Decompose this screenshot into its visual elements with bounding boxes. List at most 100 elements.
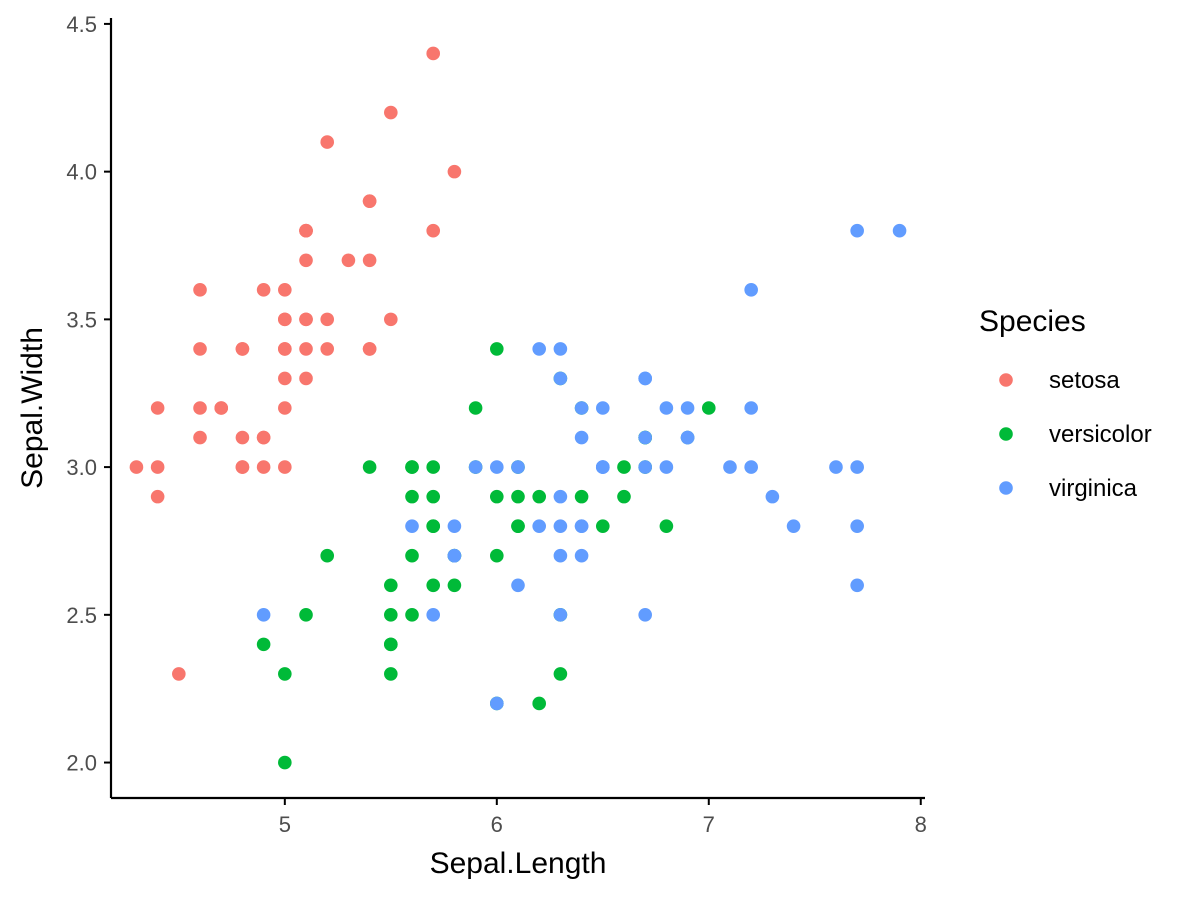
point-versicolor [384, 637, 398, 652]
point-setosa [172, 667, 186, 681]
point-virginica [490, 696, 504, 711]
point-setosa [299, 312, 313, 327]
point-versicolor [553, 667, 568, 681]
point-versicolor [617, 489, 631, 504]
point-versicolor [595, 519, 610, 533]
point-setosa [193, 430, 207, 445]
point-setosa [235, 430, 250, 445]
point-versicolor [490, 342, 504, 356]
point-setosa [299, 223, 313, 238]
x-tick-label: 8 [915, 812, 927, 837]
y-tick-label: 4.0 [66, 160, 97, 185]
point-setosa [362, 194, 377, 208]
point-versicolor [617, 460, 631, 474]
legend-items: setosa versicolor virginica [999, 367, 1152, 502]
point-versicolor [426, 460, 441, 474]
point-virginica [553, 371, 568, 386]
point-setosa [256, 430, 271, 445]
point-virginica [574, 548, 589, 563]
point-setosa [150, 489, 165, 504]
point-versicolor [574, 489, 589, 504]
point-virginica [638, 460, 652, 474]
point-virginica [892, 223, 907, 238]
point-virginica [468, 460, 483, 474]
point-virginica [744, 283, 758, 297]
point-virginica [553, 608, 568, 622]
point-versicolor [405, 460, 419, 474]
point-setosa [299, 253, 313, 268]
point-virginica [638, 371, 652, 386]
legend: Species setosa versicolor virginica [979, 305, 1152, 502]
point-versicolor [532, 696, 546, 711]
point-versicolor [384, 608, 398, 622]
point-setosa [150, 460, 165, 474]
point-virginica [405, 519, 419, 533]
point-setosa [362, 253, 377, 268]
point-versicolor [468, 401, 483, 415]
point-setosa [235, 460, 250, 474]
legend-label-virginica: virginica [1049, 475, 1138, 502]
point-virginica [850, 223, 864, 238]
point-setosa [278, 342, 292, 356]
point-virginica [850, 460, 864, 474]
point-virginica [426, 608, 441, 622]
point-setosa [426, 223, 441, 238]
point-versicolor [426, 519, 441, 533]
point-setosa [320, 342, 335, 356]
point-virginica [723, 460, 737, 474]
point-versicolor [278, 667, 292, 681]
point-virginica [553, 548, 568, 563]
legend-key-virginica [999, 481, 1013, 495]
point-virginica [256, 608, 271, 622]
point-versicolor [511, 489, 525, 504]
point-versicolor [320, 548, 335, 563]
point-virginica [744, 460, 758, 474]
point-setosa [362, 342, 377, 356]
point-versicolor [447, 578, 462, 593]
point-setosa [426, 46, 441, 61]
point-versicolor [256, 637, 271, 652]
point-versicolor [511, 519, 525, 533]
point-virginica [447, 519, 462, 533]
point-versicolor [299, 608, 313, 622]
point-setosa [193, 342, 207, 356]
point-setosa [384, 312, 398, 327]
x-axis-title: Sepal.Length [430, 847, 607, 880]
point-versicolor [405, 489, 419, 504]
point-virginica [595, 401, 610, 415]
point-virginica [850, 519, 864, 533]
point-versicolor [405, 608, 419, 622]
points-layer [129, 46, 907, 770]
y-tick-label: 4.5 [66, 12, 97, 37]
point-setosa [299, 371, 313, 386]
point-virginica [553, 342, 568, 356]
point-virginica [553, 519, 568, 533]
legend-key-versicolor [999, 427, 1013, 441]
y-axis-ticks: 2.0 2.5 3.0 3.5 4.0 4.5 [66, 12, 111, 776]
y-tick-label: 3.0 [66, 455, 97, 480]
point-setosa [129, 460, 144, 474]
point-setosa [278, 371, 292, 386]
point-virginica [659, 460, 674, 474]
point-virginica [574, 519, 589, 533]
point-versicolor [384, 578, 398, 593]
point-virginica [574, 430, 589, 445]
point-virginica [850, 578, 864, 593]
point-versicolor [384, 667, 398, 681]
point-virginica [447, 548, 462, 563]
legend-label-setosa: setosa [1049, 367, 1120, 394]
point-virginica [638, 430, 652, 445]
point-virginica [532, 519, 546, 533]
point-versicolor [490, 548, 504, 563]
point-versicolor [490, 489, 504, 504]
legend-title: Species [979, 305, 1086, 338]
legend-label-versicolor: versicolor [1049, 421, 1152, 448]
point-versicolor [278, 755, 292, 770]
point-setosa [214, 401, 229, 415]
point-virginica [744, 401, 758, 415]
point-setosa [256, 283, 271, 297]
x-tick-label: 6 [491, 812, 503, 837]
point-versicolor [362, 460, 377, 474]
point-setosa [278, 401, 292, 415]
point-virginica [786, 519, 801, 533]
